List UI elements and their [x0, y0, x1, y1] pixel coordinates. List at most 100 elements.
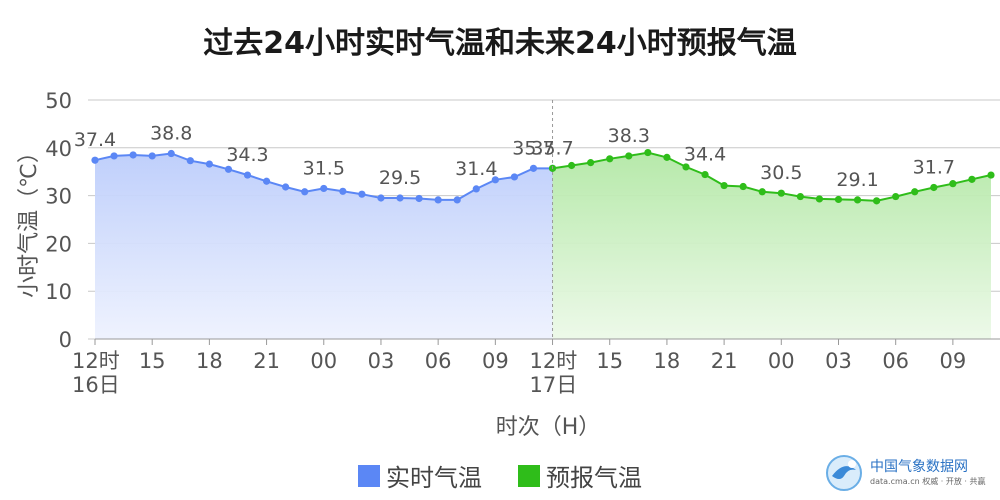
- data-point: [224, 165, 233, 173]
- data-point: [587, 159, 595, 167]
- data-label: 31.4: [455, 158, 497, 180]
- data-point: [129, 151, 137, 159]
- data-label: 35.7: [512, 137, 554, 159]
- data-point: [968, 175, 976, 183]
- legend-item-observed[interactable]: 实时气温: [358, 458, 482, 493]
- series-area-observed: [95, 153, 553, 339]
- cma-logo-icon: [826, 455, 862, 491]
- data-point: [720, 181, 728, 190]
- data-point: [510, 173, 519, 181]
- x-tick-label: 21: [711, 349, 738, 373]
- x-tick-label: 15: [139, 349, 166, 373]
- data-point: [606, 155, 614, 163]
- legend-swatch-observed: [358, 464, 380, 487]
- data-label: 37.4: [74, 129, 116, 151]
- data-point: [682, 163, 690, 171]
- x-tick-label: 09: [940, 349, 967, 373]
- y-tick-label: 10: [45, 280, 72, 304]
- data-point: [987, 171, 995, 179]
- data-point: [415, 194, 423, 203]
- y-tick-label: 0: [59, 328, 72, 352]
- x-tick-label: 15: [596, 349, 623, 373]
- x-tick-label: 12时: [72, 349, 120, 373]
- data-point: [320, 184, 328, 193]
- legend-label-forecast: 预报气温: [546, 464, 642, 492]
- data-point: [301, 188, 309, 196]
- x-tick-label: 03: [825, 349, 852, 373]
- chart-plot: 0 10 20 30 40 50 小时气温（℃） 37.4 38.8 34.3 31.5 29.5 31…: [17, 89, 1000, 440]
- data-point: [815, 195, 824, 203]
- x-tick-label: 18: [196, 349, 223, 373]
- data-label: 31.7: [913, 156, 955, 178]
- data-point: [167, 149, 175, 158]
- data-label: 30.5: [760, 162, 802, 184]
- data-label: 35.7: [531, 137, 573, 159]
- x-axis-label: 时次（H）: [496, 415, 601, 440]
- data-point: [625, 152, 633, 160]
- data-point: [205, 160, 213, 168]
- x-tick-label: 06: [882, 349, 909, 373]
- x-tick-label: 18: [654, 349, 681, 373]
- data-point: [91, 156, 99, 164]
- legend-swatch-forecast: [518, 464, 540, 487]
- data-point: [377, 194, 385, 202]
- data-point: [472, 185, 480, 193]
- data-label: 34.3: [226, 144, 268, 166]
- data-point: [453, 196, 461, 204]
- data-point: [701, 170, 709, 179]
- data-point: [358, 190, 366, 198]
- x-tick-label: 12时: [530, 349, 578, 373]
- series-area-forecast: [552, 152, 991, 339]
- data-point: [644, 148, 652, 157]
- data-point: [396, 194, 404, 202]
- data-label: 29.5: [379, 167, 421, 189]
- logo-subtitle: data.cma.cn 权威 · 开放 · 共赢: [870, 477, 986, 486]
- data-label: 38.3: [608, 125, 650, 147]
- x-tick-label: 21: [253, 349, 280, 373]
- data-point: [339, 187, 347, 195]
- data-point: [243, 171, 252, 179]
- data-point: [186, 157, 194, 165]
- y-tick-label: 20: [45, 232, 72, 256]
- cma-logo: 中国气象数据网 data.cma.cn 权威 · 开放 · 共赢: [822, 452, 997, 494]
- data-point: [529, 164, 538, 172]
- chart-title: 过去24小时实时气温和未来24小时预报气温: [203, 26, 797, 61]
- data-point: [911, 188, 919, 196]
- data-label: 29.1: [836, 169, 878, 191]
- data-point: [834, 195, 843, 204]
- data-label: 38.8: [150, 123, 192, 145]
- legend: 实时气温 预报气温: [0, 458, 1000, 493]
- data-point: [491, 176, 499, 184]
- data-point: [758, 188, 766, 196]
- data-point: [873, 197, 881, 205]
- logo-name: 中国气象数据网: [870, 459, 968, 475]
- y-tick-label: 50: [45, 89, 72, 113]
- data-point: [777, 189, 785, 197]
- data-point: [949, 180, 957, 188]
- x-tick-label: 06: [425, 349, 452, 373]
- x-tick-label: 03: [368, 349, 395, 373]
- data-point: [663, 153, 671, 161]
- legend-item-forecast[interactable]: 预报气温: [518, 458, 642, 493]
- data-label: 31.5: [303, 157, 345, 179]
- data-point: [434, 196, 442, 204]
- data-point: [110, 152, 118, 160]
- y-axis-label: 小时气温（℃）: [17, 141, 42, 298]
- data-point: [796, 192, 804, 201]
- x-tick-label: 00: [310, 349, 337, 373]
- data-point: [853, 196, 862, 204]
- data-point: [567, 161, 576, 170]
- data-point: [739, 182, 747, 191]
- x-tick-label: 00: [768, 349, 795, 373]
- data-label: 34.4: [684, 144, 726, 166]
- data-point: [930, 183, 938, 192]
- x-tick-sublabel: 17日: [530, 373, 578, 397]
- data-point: [282, 183, 290, 191]
- y-tick-label: 40: [45, 137, 72, 161]
- legend-label-observed: 实时气温: [386, 464, 482, 492]
- y-tick-label: 30: [45, 185, 72, 209]
- data-point: [148, 152, 156, 160]
- x-tick-sublabel: 16日: [72, 373, 120, 397]
- data-point: [262, 177, 271, 185]
